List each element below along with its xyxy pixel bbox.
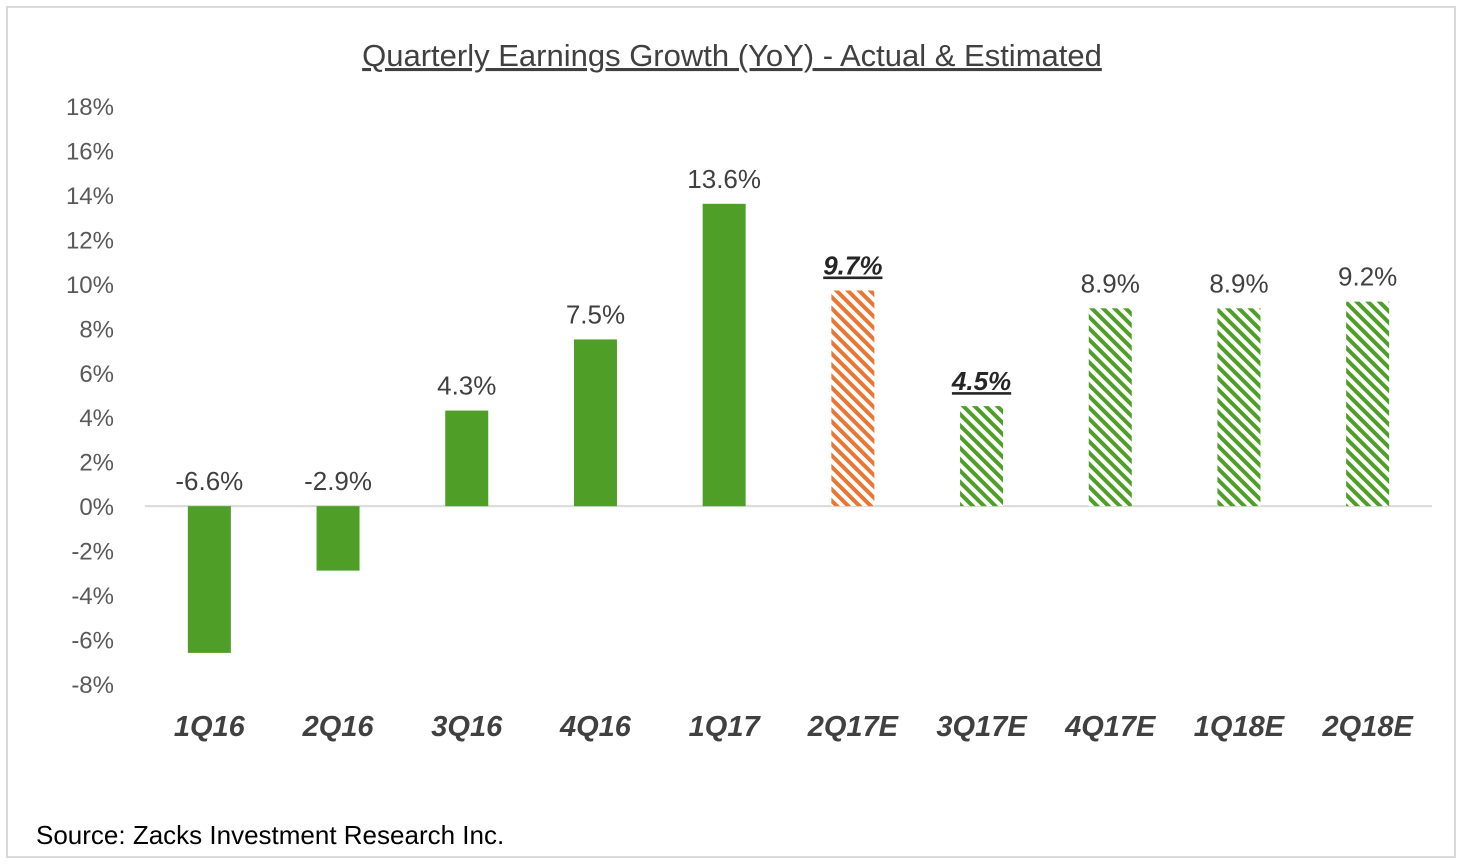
y-tick-label: 4% (79, 405, 114, 432)
x-tick-label: 1Q16 (174, 711, 246, 743)
y-tick-label: 8% (79, 316, 114, 343)
y-tick-label: 12% (66, 227, 114, 254)
bar-4q16 (573, 339, 617, 507)
y-tick-label: -4% (71, 583, 114, 610)
chart-title: Quarterly Earnings Growth (YoY) - Actual… (362, 38, 1102, 73)
x-tick-label: 3Q17E (936, 711, 1028, 743)
data-labels: -6.6% -2.9% 4.3% 7.5% 13.6% 9.7% 4.5% 8.9% 8.9% 9… (175, 164, 1397, 496)
data-label: 13.6% (687, 164, 761, 194)
y-tick-label: 6% (79, 361, 114, 388)
bar-1q18e (1217, 308, 1261, 507)
x-axis-ticks: 1Q16 2Q16 3Q16 4Q16 1Q17 2Q17E 3Q17E 4Q17E 1Q18E… (174, 711, 1415, 743)
bar-2q17e (831, 290, 875, 507)
bar-1q16 (187, 506, 231, 653)
bar-series (187, 203, 1390, 653)
y-tick-label: 2% (79, 450, 114, 477)
x-tick-label: 4Q16 (559, 711, 632, 743)
y-tick-label: 0% (79, 494, 114, 521)
data-label: 8.9% (1209, 268, 1268, 298)
y-tick-label: 10% (66, 272, 114, 299)
data-label: 7.5% (566, 299, 625, 329)
y-tick-label: -6% (71, 628, 114, 655)
bar-1q17 (702, 203, 746, 507)
x-tick-label: 2Q16 (302, 711, 375, 743)
x-tick-label: 1Q17 (689, 711, 762, 743)
data-label: 4.5% (951, 366, 1011, 396)
x-tick-label: 4Q17E (1064, 711, 1157, 743)
y-tick-label: -2% (71, 539, 114, 566)
data-label: 4.3% (437, 371, 496, 401)
data-label: 8.9% (1081, 268, 1140, 298)
bar-2q16 (316, 506, 360, 571)
y-tick-label: -8% (71, 672, 114, 699)
y-axis-ticks: 18% 16% 14% 12% 10% 8% 6% 4% 2% 0% -2% -4% -6% -8% (66, 94, 114, 699)
y-tick-label: 14% (66, 183, 114, 210)
x-tick-label: 1Q18E (1194, 711, 1286, 743)
bar-4q17e (1088, 308, 1132, 507)
data-label: 9.2% (1338, 262, 1397, 292)
bar-3q17e (960, 406, 1004, 507)
source-note: Source: Zacks Investment Research Inc. (36, 820, 504, 850)
data-label: 9.7% (823, 251, 882, 281)
bar-2q18e (1346, 301, 1390, 507)
y-tick-label: 18% (66, 94, 114, 121)
x-tick-label: 2Q17E (807, 711, 900, 743)
bar-3q16 (445, 410, 489, 507)
data-label: -6.6% (175, 466, 243, 496)
x-tick-label: 2Q18E (1322, 711, 1415, 743)
y-tick-label: 16% (66, 138, 114, 165)
x-tick-label: 3Q16 (431, 711, 503, 743)
data-label: -2.9% (304, 466, 372, 496)
